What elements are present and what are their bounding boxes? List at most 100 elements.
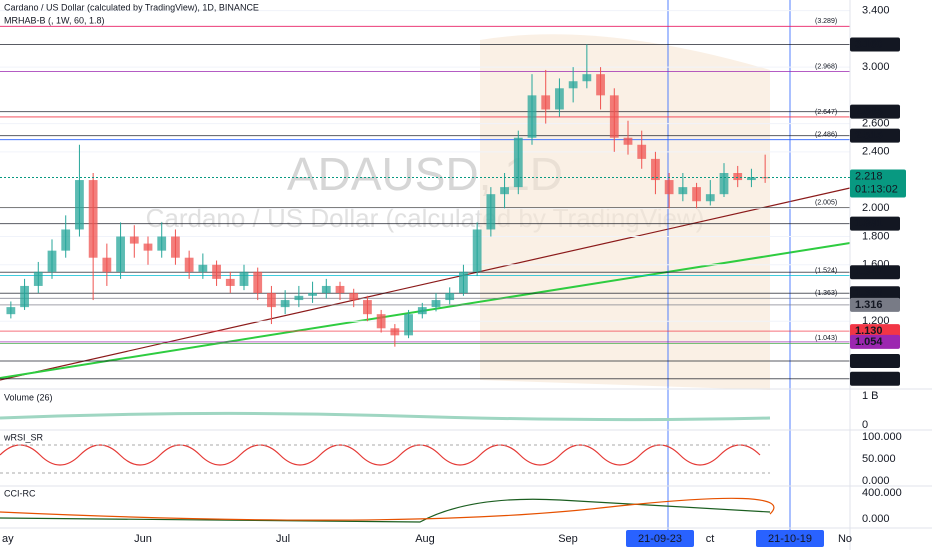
candle-body xyxy=(623,137,633,145)
candle-body xyxy=(143,243,153,251)
last-price-label: 2.218 xyxy=(855,170,883,182)
level-badge-label: 1.130 xyxy=(855,325,883,337)
candle-body xyxy=(212,264,221,279)
pane-tick: 0 xyxy=(862,419,868,431)
candle-body xyxy=(678,187,688,195)
y-tick-label: 1.800 xyxy=(862,230,890,242)
pane-tick: 100.000 xyxy=(862,431,902,443)
fib-label: (3.289) xyxy=(815,18,837,25)
candle-body xyxy=(664,180,674,195)
candle-body xyxy=(157,236,167,251)
fib-label: (2.647) xyxy=(815,109,837,116)
pane-title: Volume (26) xyxy=(4,392,53,402)
x-tick-label: Jun xyxy=(134,533,152,545)
date-badge xyxy=(626,530,694,547)
level-badge-label: 1.054 xyxy=(855,336,883,348)
level-badge xyxy=(850,265,900,280)
candle-body xyxy=(445,293,455,301)
candle-body xyxy=(239,271,249,286)
candle-body xyxy=(129,236,139,244)
candle-body xyxy=(363,300,372,315)
x-tick-label: ay xyxy=(2,533,14,545)
x-tick-label: No xyxy=(838,533,852,545)
candle-body xyxy=(376,314,386,329)
x-tick-label: Aug xyxy=(415,533,435,545)
candle-body xyxy=(253,271,263,293)
candle-body xyxy=(171,236,180,258)
level-badge xyxy=(850,354,900,369)
level-badge-label: 3.160 xyxy=(855,38,883,50)
candle-body xyxy=(555,88,564,110)
pane-tick: 0.000 xyxy=(862,513,890,525)
fib-label: (2.486) xyxy=(815,132,837,139)
candle-body xyxy=(75,180,84,230)
fib-label: (1.524) xyxy=(815,267,837,274)
candle-body xyxy=(486,194,496,230)
candle-body xyxy=(308,293,317,296)
level-badge xyxy=(850,104,900,119)
candle-body xyxy=(349,293,359,301)
level-badge xyxy=(850,286,900,301)
fib-label: (2.005) xyxy=(815,199,837,206)
candle-body xyxy=(280,300,290,308)
pane-tick: 50.000 xyxy=(862,453,896,465)
pane-tick: 0.000 xyxy=(862,475,890,487)
candle-body xyxy=(582,74,592,82)
x-tick-label: 21-10-19 xyxy=(768,533,812,545)
level-badge-label: 1.398 xyxy=(855,287,883,299)
candle-body xyxy=(294,295,304,301)
candle-body xyxy=(321,285,331,293)
candle-body xyxy=(417,307,427,315)
candle-body xyxy=(513,137,523,188)
candle-body xyxy=(692,187,701,202)
fib-label: (1.363) xyxy=(815,290,837,297)
level-badge xyxy=(850,334,900,349)
candle-body xyxy=(637,144,647,159)
wrsi-line xyxy=(0,444,761,466)
level-badge-label: 2.685 xyxy=(855,105,883,117)
candle-body xyxy=(705,194,715,202)
level-badge xyxy=(850,371,900,386)
level-badge-label: 0.793 xyxy=(855,373,883,385)
level-badge xyxy=(850,216,900,231)
candle-body xyxy=(431,300,441,308)
countdown: 01:13:02 xyxy=(855,183,898,195)
volume-ma xyxy=(0,411,771,422)
candle-body xyxy=(733,173,743,181)
candle-body xyxy=(747,177,756,181)
candle-body xyxy=(335,285,345,293)
date-badge xyxy=(756,530,824,547)
level-badge xyxy=(850,37,900,52)
candle-body xyxy=(198,264,208,272)
last-price-badge xyxy=(850,169,906,198)
candle-body xyxy=(20,285,29,308)
pane-tick: 400.000 xyxy=(862,487,902,499)
level-badge-label: 1.891 xyxy=(855,218,883,230)
level-badge xyxy=(850,297,900,312)
candle-body xyxy=(596,74,605,96)
candle-body xyxy=(404,314,413,336)
cci-line xyxy=(0,498,771,523)
y-tick-label: 3.400 xyxy=(862,5,890,17)
trendline xyxy=(0,187,851,381)
x-tick-label: Jul xyxy=(276,533,290,545)
level-badge-label: 2.515 xyxy=(855,129,883,141)
pane-tick: 1 B xyxy=(862,390,879,402)
level-badge xyxy=(850,324,900,339)
candle-body xyxy=(47,250,57,272)
candle-body xyxy=(609,95,619,138)
candle-body xyxy=(6,307,16,315)
pane-title: wRSI_SR xyxy=(3,432,44,442)
cci-signal xyxy=(0,497,775,521)
candle-body xyxy=(33,271,43,286)
y-tick-label: 3.000 xyxy=(862,61,890,73)
candle-body xyxy=(568,81,578,89)
header-indicator: MRHAB-B (, 1W, 60, 1.8) xyxy=(4,15,105,25)
candle-body xyxy=(541,95,551,110)
candle-body xyxy=(459,271,468,293)
candle-body xyxy=(116,236,125,272)
candle-body xyxy=(527,95,537,138)
candle-body xyxy=(500,187,509,195)
candle-body xyxy=(267,293,276,308)
